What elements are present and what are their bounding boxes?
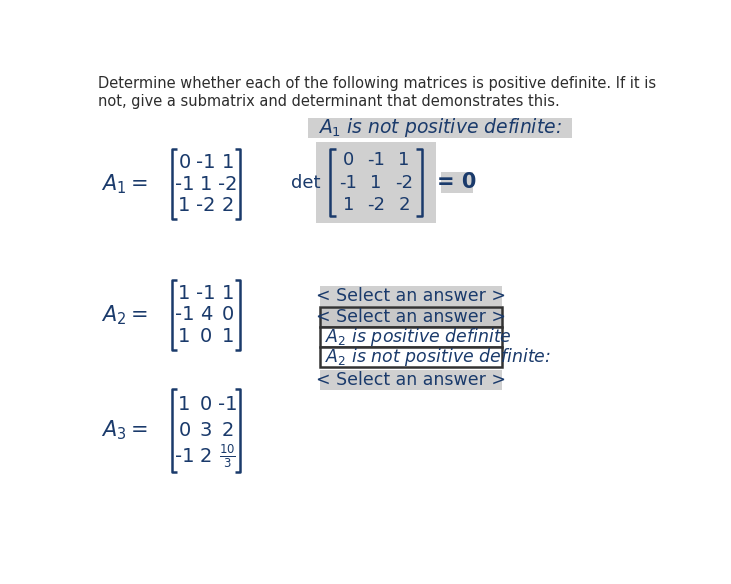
FancyBboxPatch shape bbox=[320, 327, 502, 347]
Text: 1: 1 bbox=[221, 284, 234, 303]
Text: 1: 1 bbox=[178, 395, 191, 413]
Text: $A_2$ is not positive definite:: $A_2$ is not positive definite: bbox=[325, 346, 550, 369]
Text: -1: -1 bbox=[175, 175, 194, 193]
Text: 2: 2 bbox=[200, 447, 212, 466]
Text: 0: 0 bbox=[178, 421, 191, 440]
Text: -1: -1 bbox=[175, 447, 194, 466]
Text: $A_2 =$: $A_2 =$ bbox=[102, 303, 148, 326]
Text: -1: -1 bbox=[197, 284, 216, 303]
Text: 1: 1 bbox=[200, 175, 212, 193]
FancyBboxPatch shape bbox=[308, 118, 572, 138]
Text: < Select an answer >: < Select an answer > bbox=[316, 308, 506, 326]
Text: 1: 1 bbox=[178, 327, 191, 346]
Text: $A_2$ is positive definite: $A_2$ is positive definite bbox=[325, 326, 512, 348]
Text: -2: -2 bbox=[395, 173, 413, 192]
Text: 1: 1 bbox=[178, 284, 191, 303]
FancyBboxPatch shape bbox=[441, 172, 474, 193]
Text: 1: 1 bbox=[178, 196, 191, 215]
Text: -1: -1 bbox=[218, 395, 238, 413]
Text: -2: -2 bbox=[367, 196, 385, 214]
Text: -2: -2 bbox=[218, 175, 238, 193]
Text: $A_1$ is not positive definite:: $A_1$ is not positive definite: bbox=[318, 116, 562, 140]
Text: < Select an answer >: < Select an answer > bbox=[316, 287, 506, 305]
Text: 1: 1 bbox=[221, 153, 234, 172]
Text: -1: -1 bbox=[175, 305, 194, 325]
FancyBboxPatch shape bbox=[320, 347, 502, 367]
Text: = 0: = 0 bbox=[436, 172, 476, 193]
Text: 0: 0 bbox=[178, 153, 191, 172]
Text: det: det bbox=[292, 173, 321, 192]
Text: 0: 0 bbox=[343, 151, 354, 169]
Text: -2: -2 bbox=[197, 196, 216, 215]
Text: -1: -1 bbox=[339, 173, 357, 192]
FancyBboxPatch shape bbox=[316, 142, 436, 223]
Text: -1: -1 bbox=[367, 151, 385, 169]
Text: 0: 0 bbox=[200, 327, 212, 346]
Text: 4: 4 bbox=[200, 305, 212, 325]
Text: 3: 3 bbox=[200, 421, 212, 440]
Text: 1: 1 bbox=[343, 196, 354, 214]
FancyBboxPatch shape bbox=[320, 307, 502, 327]
Text: 2: 2 bbox=[221, 196, 234, 215]
Text: 1: 1 bbox=[371, 173, 382, 192]
Text: 0: 0 bbox=[200, 395, 212, 413]
Text: Determine whether each of the following matrices is positive definite. If it is
: Determine whether each of the following … bbox=[99, 77, 656, 109]
Text: < Select an answer >: < Select an answer > bbox=[316, 371, 506, 390]
FancyBboxPatch shape bbox=[320, 286, 502, 307]
Text: 0: 0 bbox=[221, 305, 234, 325]
Text: 2: 2 bbox=[221, 421, 234, 440]
FancyBboxPatch shape bbox=[320, 370, 502, 390]
Text: $A_1 =$: $A_1 =$ bbox=[102, 172, 148, 196]
Text: -1: -1 bbox=[197, 153, 216, 172]
Text: 2: 2 bbox=[398, 196, 410, 214]
Text: 1: 1 bbox=[398, 151, 410, 169]
Text: $A_3 =$: $A_3 =$ bbox=[102, 419, 148, 442]
Text: 1: 1 bbox=[221, 327, 234, 346]
Text: $\frac{10}{3}$: $\frac{10}{3}$ bbox=[219, 443, 236, 470]
